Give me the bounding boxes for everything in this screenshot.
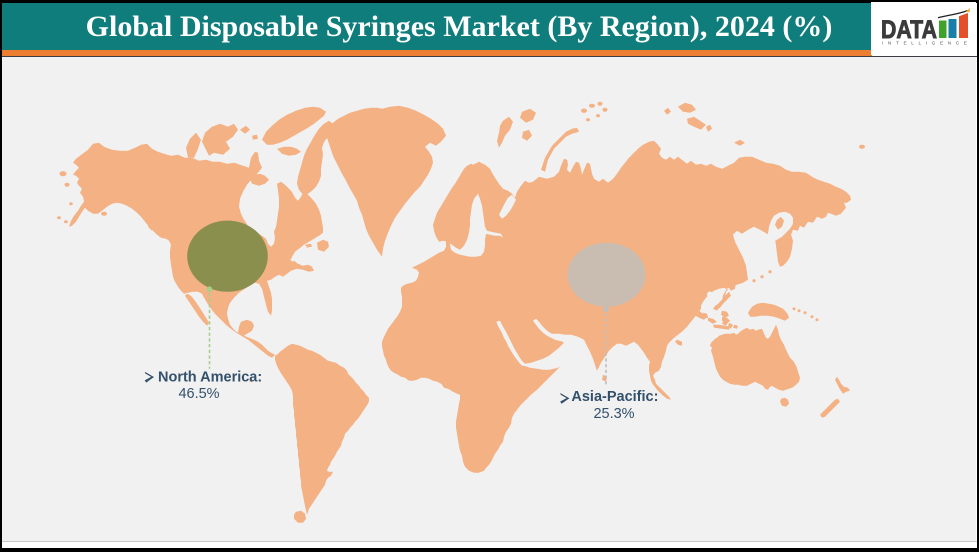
svg-text:North America:: North America: [158,370,262,386]
svg-text:Asia-Pacific:: Asia-Pacific: [571,389,658,405]
svg-text:DATA: DATA [881,16,937,44]
svg-text:25.3%: 25.3% [593,406,634,422]
svg-text:46.5%: 46.5% [178,386,219,402]
